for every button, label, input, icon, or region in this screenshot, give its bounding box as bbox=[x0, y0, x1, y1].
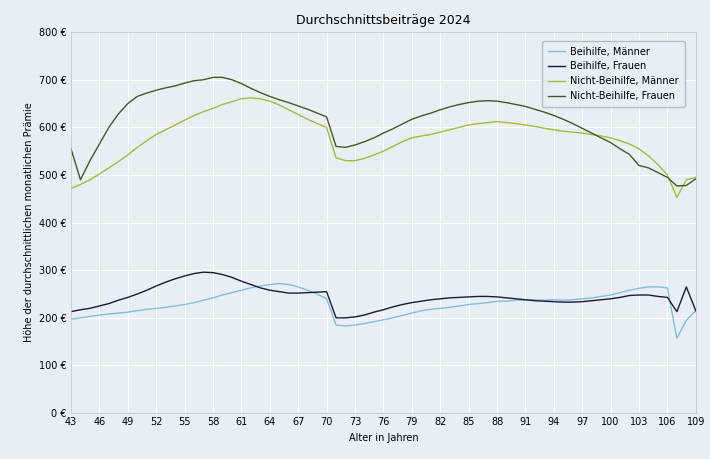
Nicht-Beihilfe, Frauen bbox=[672, 183, 681, 189]
Beihilfe, Männer bbox=[114, 310, 123, 316]
Beihilfe, Frauen bbox=[692, 308, 700, 313]
Nicht-Beihilfe, Männer bbox=[246, 95, 255, 101]
Nicht-Beihilfe, Männer bbox=[332, 155, 340, 161]
Beihilfe, Männer bbox=[692, 308, 700, 313]
Nicht-Beihilfe, Frauen bbox=[644, 165, 652, 171]
Nicht-Beihilfe, Männer bbox=[672, 195, 681, 200]
Nicht-Beihilfe, Frauen bbox=[332, 144, 340, 149]
Beihilfe, Frauen bbox=[143, 287, 151, 293]
Beihilfe, Männer bbox=[644, 284, 652, 290]
Beihilfe, Frauen bbox=[559, 299, 567, 305]
Nicht-Beihilfe, Frauen bbox=[550, 113, 558, 118]
Beihilfe, Frauen bbox=[654, 294, 662, 299]
Line: Nicht-Beihilfe, Männer: Nicht-Beihilfe, Männer bbox=[71, 98, 696, 197]
Nicht-Beihilfe, Frauen bbox=[114, 111, 123, 117]
Nicht-Beihilfe, Männer bbox=[67, 185, 75, 191]
Beihilfe, Männer bbox=[672, 336, 681, 341]
Nicht-Beihilfe, Männer bbox=[644, 153, 652, 159]
Beihilfe, Männer bbox=[332, 322, 340, 328]
Line: Beihilfe, Männer: Beihilfe, Männer bbox=[71, 284, 696, 338]
Y-axis label: Höhe der durchschnittlichen monatlichen Prämie: Höhe der durchschnittlichen monatlichen … bbox=[23, 103, 33, 342]
Beihilfe, Männer bbox=[550, 297, 558, 302]
Line: Beihilfe, Frauen: Beihilfe, Frauen bbox=[71, 272, 696, 318]
Nicht-Beihilfe, Männer bbox=[143, 138, 151, 144]
Beihilfe, Frauen bbox=[67, 309, 75, 314]
Beihilfe, Männer bbox=[275, 281, 283, 286]
Nicht-Beihilfe, Frauen bbox=[360, 139, 368, 145]
X-axis label: Alter in Jahren: Alter in Jahren bbox=[349, 433, 418, 443]
Nicht-Beihilfe, Männer bbox=[114, 159, 123, 164]
Legend: Beihilfe, Männer, Beihilfe, Frauen, Nicht-Beihilfe, Männer, Nicht-Beihilfe, Frau: Beihilfe, Männer, Beihilfe, Frauen, Nich… bbox=[542, 41, 684, 107]
Line: Nicht-Beihilfe, Frauen: Nicht-Beihilfe, Frauen bbox=[71, 78, 696, 186]
Beihilfe, Männer bbox=[67, 317, 75, 322]
Nicht-Beihilfe, Frauen bbox=[67, 146, 75, 151]
Beihilfe, Frauen bbox=[342, 315, 350, 320]
Beihilfe, Frauen bbox=[370, 309, 378, 315]
Nicht-Beihilfe, Männer bbox=[692, 174, 700, 180]
Beihilfe, Frauen bbox=[114, 297, 123, 303]
Beihilfe, Frauen bbox=[332, 315, 340, 320]
Nicht-Beihilfe, Frauen bbox=[143, 90, 151, 96]
Nicht-Beihilfe, Frauen bbox=[209, 75, 217, 80]
Beihilfe, Männer bbox=[143, 307, 151, 312]
Title: Durchschnittsbeiträge 2024: Durchschnittsbeiträge 2024 bbox=[296, 14, 471, 27]
Beihilfe, Frauen bbox=[200, 269, 208, 275]
Nicht-Beihilfe, Männer bbox=[550, 127, 558, 133]
Nicht-Beihilfe, Männer bbox=[360, 156, 368, 161]
Beihilfe, Männer bbox=[360, 321, 368, 326]
Nicht-Beihilfe, Frauen bbox=[692, 176, 700, 182]
